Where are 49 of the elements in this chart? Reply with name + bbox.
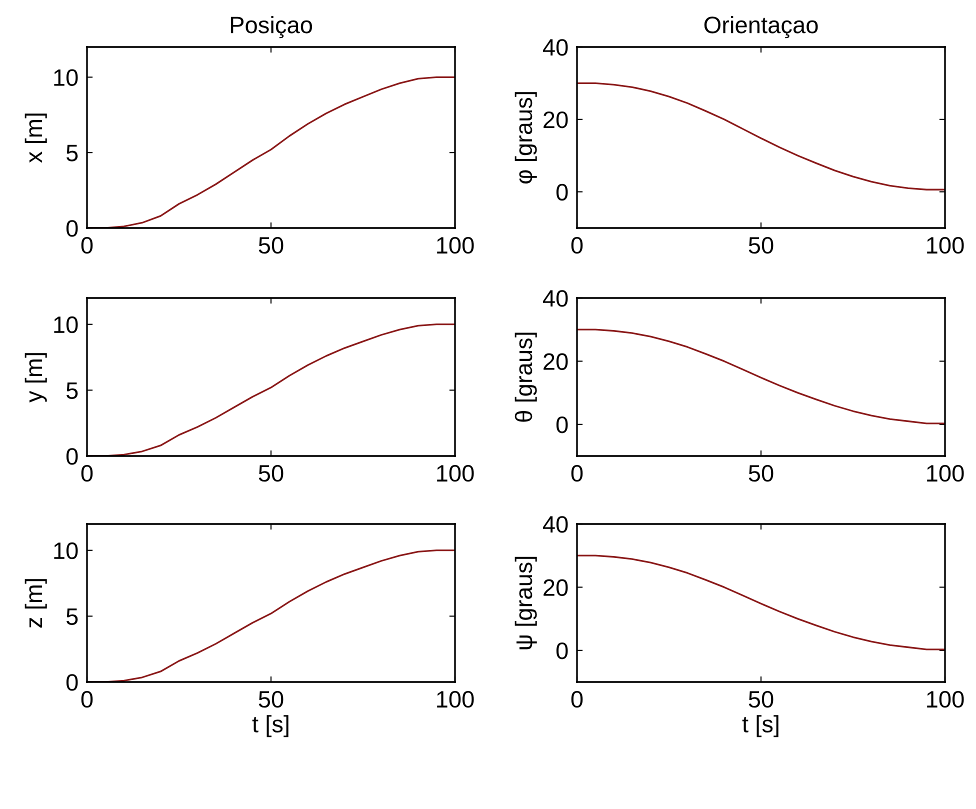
y-tick-label: 5 xyxy=(66,382,78,399)
x-tick-label: 0 xyxy=(81,690,93,708)
y-tick-label: 10 xyxy=(54,69,78,86)
x-tick-label: 50 xyxy=(748,236,774,254)
y-axis-title: ψ [graus] xyxy=(514,556,537,650)
y-tick-label: 0 xyxy=(556,642,568,660)
x-tick-label: 0 xyxy=(571,236,583,254)
x-tick-label: 0 xyxy=(571,690,583,708)
x-axis-title: t [s] xyxy=(252,715,288,738)
y-tick-label: 0 xyxy=(66,674,78,691)
y-tick-label: 40 xyxy=(542,290,568,307)
y-tick-label: 20 xyxy=(544,111,568,128)
x-tick-label: 100 xyxy=(437,464,474,482)
line-series xyxy=(577,328,945,424)
y-tick-label: 20 xyxy=(544,353,568,370)
x-tick-label: 100 xyxy=(437,236,474,254)
chart-title: Orientaçao xyxy=(704,16,818,38)
y-tick-label: 10 xyxy=(54,542,78,560)
line-series xyxy=(577,82,945,190)
line-series xyxy=(577,554,945,650)
x-tick-label: 50 xyxy=(258,690,284,708)
y-tick-label: 10 xyxy=(54,316,78,334)
x-tick-label: 100 xyxy=(927,236,964,254)
y-tick-label: 20 xyxy=(544,579,568,596)
y-axis-title: x [m] xyxy=(24,114,47,163)
chart-title: Posiçao xyxy=(230,16,312,38)
y-axis-title: φ [graus] xyxy=(514,92,537,184)
x-tick-label: 50 xyxy=(258,236,284,254)
x-tick-label: 0 xyxy=(571,464,583,482)
x-tick-label: 0 xyxy=(81,236,93,254)
x-tick-label: 100 xyxy=(927,464,964,482)
x-tick-label: 50 xyxy=(258,464,284,482)
y-tick-label: 0 xyxy=(556,416,568,434)
x-tick-label: 100 xyxy=(437,690,474,708)
y-axis-title: y [m] xyxy=(24,353,47,403)
x-tick-label: 50 xyxy=(748,464,774,482)
x-tick-label: 100 xyxy=(927,690,964,708)
y-tick-label: 0 xyxy=(556,184,568,201)
y-tick-label: 0 xyxy=(66,448,78,465)
y-tick-label: 5 xyxy=(66,144,78,162)
x-axis-title: t [s] xyxy=(742,715,778,738)
y-axis-title: z [m] xyxy=(24,579,47,628)
y-tick-label: 0 xyxy=(66,220,78,237)
y-tick-label: 5 xyxy=(66,608,78,625)
x-tick-label: 50 xyxy=(748,690,774,708)
x-tick-label: 0 xyxy=(81,464,93,482)
y-axis-title: θ [graus] xyxy=(514,332,537,422)
y-tick-label: 40 xyxy=(542,516,568,533)
y-tick-label: 40 xyxy=(542,39,568,56)
